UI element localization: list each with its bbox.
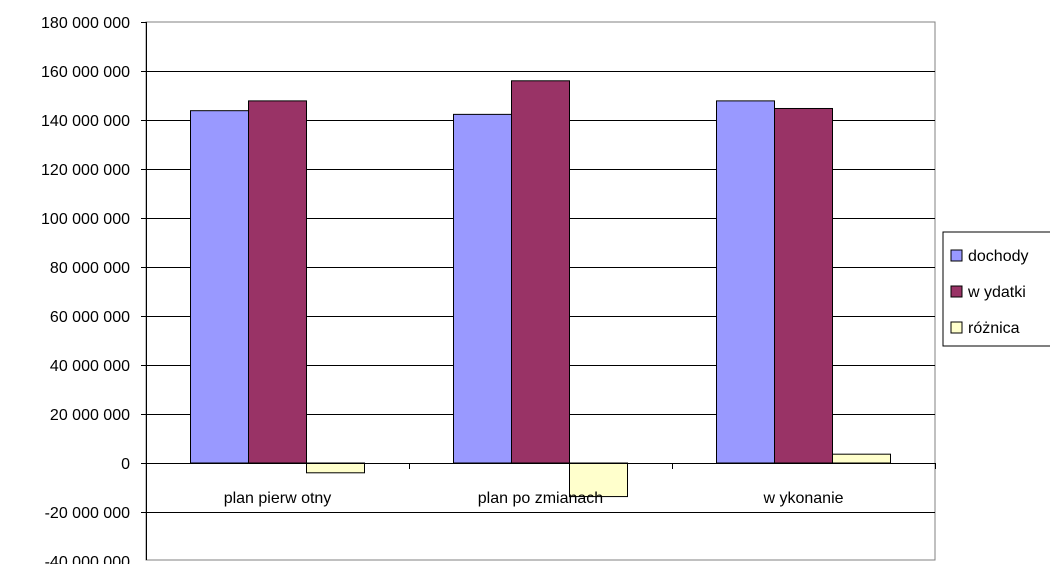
legend-label: różnica bbox=[968, 320, 1020, 337]
x-category-label: w ykonanie bbox=[762, 490, 843, 507]
bar bbox=[306, 462, 365, 474]
bars bbox=[190, 80, 891, 498]
x-category-label: plan po zmianach bbox=[478, 490, 603, 507]
x-category-labels: plan pierw otny plan po zmianach w ykonani… bbox=[224, 490, 844, 507]
bar bbox=[716, 100, 775, 464]
legend-label: dochody bbox=[968, 248, 1029, 265]
y-tick-label: 80 000 000 bbox=[50, 260, 130, 277]
x-category-label: plan pierw otny bbox=[224, 490, 332, 507]
y-tick-label: 20 000 000 bbox=[50, 407, 130, 424]
y-tick-labels: 180 000 000 160 000 000 140 000 000 120 000… bbox=[41, 15, 130, 564]
axes bbox=[141, 22, 936, 560]
y-tick-label: 180 000 000 bbox=[41, 15, 130, 32]
bar bbox=[774, 107, 833, 464]
y-tick-label: 60 000 000 bbox=[50, 309, 130, 326]
legend: dochody w ydatki różnica bbox=[942, 231, 1050, 347]
y-tick-label: 40 000 000 bbox=[50, 358, 130, 375]
y-tick-label: 100 000 000 bbox=[41, 211, 130, 228]
legend-swatch bbox=[950, 249, 963, 262]
y-tick-label: -20 000 000 bbox=[45, 505, 131, 522]
y-tick-label: 140 000 000 bbox=[41, 113, 130, 130]
y-tick-label: 0 bbox=[121, 456, 130, 473]
bar bbox=[453, 113, 512, 464]
legend-swatch bbox=[950, 321, 963, 334]
legend-label: w ydatki bbox=[967, 284, 1026, 301]
legend-swatch bbox=[950, 285, 963, 298]
y-tick-label: 160 000 000 bbox=[41, 64, 130, 81]
legend-items: dochody w ydatki różnica bbox=[950, 248, 1029, 337]
y-tick-label: 120 000 000 bbox=[41, 162, 130, 179]
bar bbox=[190, 110, 249, 464]
bar bbox=[511, 80, 570, 464]
bar bbox=[832, 453, 891, 464]
y-tick-label: -40 000 000 bbox=[45, 554, 131, 564]
bar bbox=[248, 100, 307, 464]
